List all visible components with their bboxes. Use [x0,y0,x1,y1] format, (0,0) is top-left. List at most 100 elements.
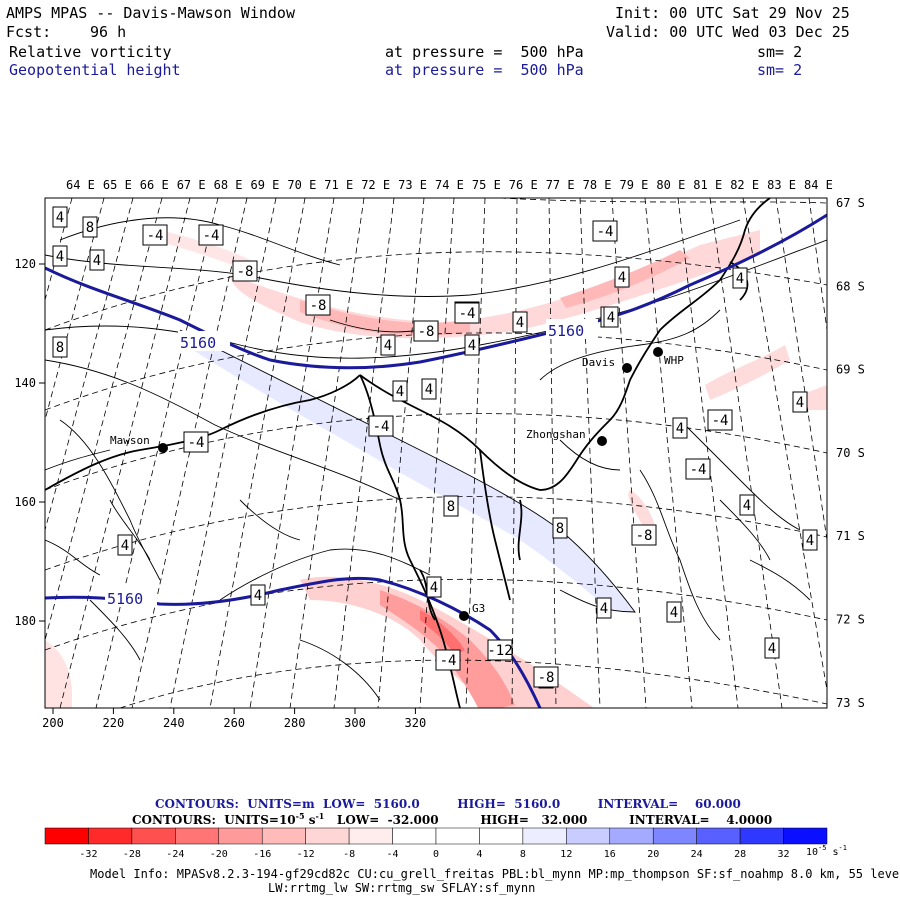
vorticity-label-text: 4 [468,338,476,354]
lat-label: 70 S [836,446,865,460]
plot-title: AMPS MPAS -- Davis-Mawson Window [6,4,295,22]
colorbar-tick-label: -8 [343,849,355,860]
vorticity-label-text: 8 [86,220,94,236]
vorticity-label-text: 4 [796,395,804,411]
height-label-5160-b: 5160 [548,322,584,340]
colorbar-bin [652,827,697,845]
vorticity-label-text: -8 [310,298,327,314]
colorbar-bin [392,827,437,845]
colorbar-tick-label: -20 [210,849,228,860]
lon-label: 84 E [804,178,833,192]
lon-label: 75 E [472,178,501,192]
vorticity-label-box [82,216,98,238]
colorbar-bin [88,827,133,845]
vorticity-label-box [392,380,408,402]
vorticity-label-box [792,391,808,413]
vorticity-label-text: 8 [556,521,564,537]
contours2-sup2: -1 [315,811,325,821]
vorticity-label-text: 4 [121,538,129,554]
vorticity-label-box [672,417,688,439]
y-tick-label: 160 [14,495,36,509]
vorticity-label-box [631,524,657,546]
negative-vorticity-south-strong [380,590,515,708]
colorbar-tick-label: -4 [387,849,399,860]
colorbar-tick-label: 28 [734,849,746,860]
colorbar-bin [175,827,220,845]
vorticity-label-box [232,260,258,282]
negative-vorticity-east2 [628,490,655,530]
colorbar-bin [739,827,784,845]
parallels [45,198,827,708]
vorticity-label-text: -4 [147,228,164,244]
lon-label: 82 E [730,178,759,192]
vorticity-label-box [426,576,442,598]
vorticity-label-box [732,267,748,289]
x-tick-label: 320 [405,716,427,730]
x-tick-label: 280 [284,716,306,730]
x-axis-ticks: 200 220 240 260 280 300 320 [42,708,426,730]
vorticity-label-box [533,666,559,688]
vorticity-label-text: 4 [384,338,392,354]
station-g3-marker [459,611,469,621]
x-tick-label: 260 [223,716,245,730]
model-info-line1: Model Info: MPASv8.2.3-194-gf29cd82c CU:… [90,867,900,881]
vorticity-label-text: -8 [538,670,555,686]
vorticity-label-box [413,320,439,342]
colorbar-bin [218,827,263,845]
vorticity-label-text: 4 [396,384,404,400]
x-tick-label: 220 [103,716,125,730]
vorticity-label-box [764,637,780,659]
station-davis-label: Davis [582,356,615,369]
station-mawson-label: Mawson [110,434,150,447]
field2-smoothing: sm= 2 [757,61,803,79]
lon-label: 70 E [287,178,316,192]
lon-label: 64 E [66,178,95,192]
lon-label: 71 E [324,178,353,192]
vorticity-label-text: -4 [597,224,614,240]
colorbar-tick-label: 8 [520,849,526,860]
colorbar-tick-label: 24 [691,849,703,860]
vorticity-label-box [142,224,168,246]
colorbar: -32 -28 -24 -20 -16 -12 -8 -4 0 4 8 12 16 20 24 28 32 10… [44,827,847,860]
contours2-a: CONTOURS: UNITS=10 [132,813,296,827]
colorbar-tick-label: 32 [778,849,790,860]
lat-label: 71 S [836,529,865,543]
vorticity-label-box [198,224,224,246]
lon-label: 65 E [103,178,132,192]
colorbar-bin [348,827,393,845]
colorbar-bin [522,827,567,845]
colorbar-tick-label: -16 [253,849,271,860]
station-whp-label: WHP [664,354,684,367]
lon-label: 67 E [177,178,206,192]
contours2-sup: -5 [295,811,305,821]
station-mawson-marker [158,443,168,453]
lon-label: 76 E [509,178,538,192]
colorbar-tick-label: 16 [604,849,616,860]
colorbar-bin [44,827,89,845]
vorticity-label-text: -4 [459,306,476,322]
vorticity-label-text: 8 [56,340,64,356]
init-time: Init: 00 UTC Sat 29 Nov 25 [615,4,850,22]
vorticity-label-text: -8 [237,264,254,280]
vorticity-label-text: -4 [203,228,220,244]
vorticity-label-text: 4 [93,253,101,269]
vorticity-label-box [512,311,528,333]
colorbar-tick-label: 0 [433,849,439,860]
lon-label: 80 E [656,178,685,192]
vorticity-label-box [592,220,618,242]
vorticity-label-box [454,302,480,324]
lon-label: 77 E [546,178,575,192]
vorticity-label-box [802,529,818,551]
vorticity-label-box [380,334,396,356]
vorticity-label-box [685,458,711,480]
lat-label: 73 S [836,696,865,710]
vorticity-label-box [89,249,105,271]
vorticity-label-text: 4 [676,421,684,437]
contours2-b: s [304,813,316,827]
colorbar-bin [131,827,176,845]
field2-level: at pressure = 500 hPa [385,61,584,79]
contours-height-info: CONTOURS: UNITS=m LOW= 5160.0 HIGH= 5160… [155,797,741,811]
vorticity-label-box [596,597,612,619]
vorticity-label-text: 4 [618,270,626,286]
station-whp-marker [653,347,663,357]
